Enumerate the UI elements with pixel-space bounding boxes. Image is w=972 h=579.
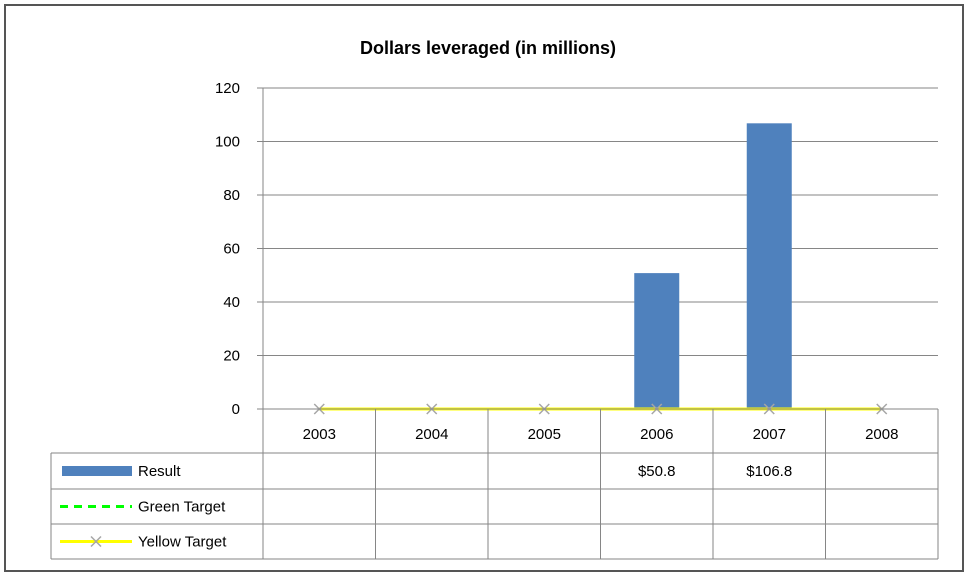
data-table: 2003 2004 2005 2006 2007 2008 Result $50.8 $106.… (50, 408, 939, 560)
legend-key-result (62, 466, 132, 476)
x-tick-label: 2004 (415, 426, 448, 443)
legend-label: Yellow Target (138, 534, 227, 551)
x-tick-label: 2007 (753, 426, 786, 443)
y-tick-label: 80 (223, 187, 240, 204)
x-tick-label: 2005 (528, 426, 561, 443)
data-label: $106.8 (746, 463, 792, 480)
y-tick-label: 20 (223, 348, 240, 365)
chart-title: Dollars leveraged (in millions) (360, 38, 616, 58)
y-tick-label: 60 (223, 241, 240, 258)
bar-2007 (746, 123, 792, 409)
legend-label: Green Target (138, 499, 226, 516)
legend-label: Result (138, 463, 181, 480)
x-tick-label: 2008 (865, 426, 898, 443)
y-tick-label: 100 (215, 134, 240, 151)
chart-frame (4, 4, 964, 572)
y-tick-label: 40 (223, 294, 240, 311)
gridlines (263, 87, 938, 356)
bars (634, 123, 792, 409)
x-tick-label: 2003 (303, 426, 336, 443)
bar-2006 (634, 273, 680, 409)
data-label: $50.8 (638, 463, 676, 480)
legend-marker (90, 535, 102, 548)
y-axis: 0 20 40 60 80 100 120 (215, 80, 264, 418)
x-tick-label: 2006 (640, 426, 673, 443)
y-tick-label: 0 (232, 401, 240, 418)
y-tick-label: 120 (215, 80, 240, 97)
